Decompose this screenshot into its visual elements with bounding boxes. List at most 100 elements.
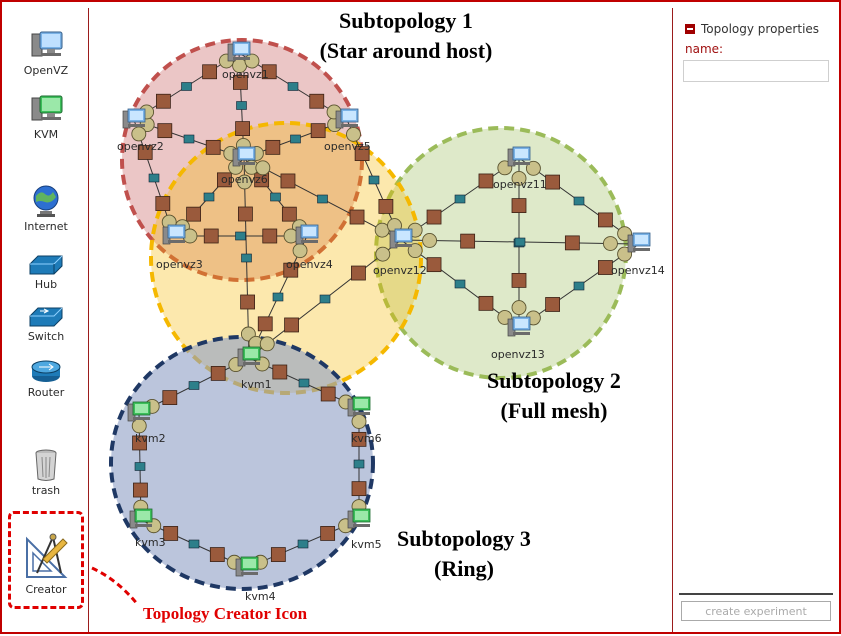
link-port-marker[interactable]	[270, 547, 286, 562]
node-kvm3-kvm-icon[interactable]	[129, 508, 153, 529]
properties-header[interactable]: Topology properties	[685, 22, 819, 36]
link-port-marker[interactable]	[156, 93, 171, 109]
link-port-marker[interactable]	[351, 481, 367, 497]
link-port-marker[interactable]	[235, 121, 251, 136]
link-connector-marker[interactable]	[573, 196, 585, 206]
link-port-marker[interactable]	[310, 123, 326, 139]
node-kvm4-kvm-icon[interactable]	[235, 556, 259, 577]
link-connector-marker[interactable]	[148, 173, 160, 183]
interface-circle[interactable]	[255, 160, 271, 176]
link-connector-marker[interactable]	[134, 462, 146, 471]
topology-canvas[interactable]: openvz1 openvz2 openvz3 openvz4 openvz5 …	[89, 8, 671, 632]
link-port-marker[interactable]	[349, 209, 365, 225]
interface-circle[interactable]	[375, 246, 391, 262]
interface-circle[interactable]	[602, 236, 618, 251]
node-openvz14-openvz-icon[interactable]	[627, 232, 651, 253]
interface-circle[interactable]	[346, 126, 361, 142]
link-connector-marker[interactable]	[183, 134, 195, 144]
link-port-marker[interactable]	[137, 145, 153, 160]
link-port-marker[interactable]	[261, 64, 277, 80]
node-openvz6-openvz-icon[interactable]	[232, 146, 256, 167]
palette-item-openvz[interactable]: OpenVZ	[4, 30, 88, 77]
link-port-marker[interactable]	[426, 209, 442, 225]
palette-item-kvm[interactable]: KVM	[4, 94, 88, 141]
interface-circle[interactable]	[244, 53, 260, 69]
link-port-marker[interactable]	[545, 174, 561, 190]
link-port-marker[interactable]	[351, 431, 367, 447]
link-connector-marker[interactable]	[181, 82, 192, 91]
link-port-marker[interactable]	[284, 317, 299, 333]
link-connector-marker[interactable]	[236, 101, 247, 110]
link-connector-marker[interactable]	[573, 281, 585, 291]
link-port-marker[interactable]	[597, 260, 613, 275]
node-openvz13-openvz-icon[interactable]	[507, 316, 531, 337]
link-port-marker[interactable]	[351, 265, 366, 281]
topology-name-input[interactable]	[683, 60, 829, 82]
node-openvz4-openvz-icon[interactable]	[295, 224, 319, 245]
link-connector-marker[interactable]	[297, 539, 309, 549]
link-port-marker[interactable]	[460, 233, 476, 249]
link-port-marker[interactable]	[203, 228, 219, 244]
interface-circle[interactable]	[511, 170, 527, 186]
palette-item-trash[interactable]: trash	[4, 448, 88, 497]
link-port-marker[interactable]	[354, 146, 370, 162]
node-openvz5-openvz-icon[interactable]	[335, 108, 359, 129]
link-port-marker[interactable]	[237, 206, 253, 222]
link-connector-marker[interactable]	[235, 231, 246, 241]
link-connector-marker[interactable]	[270, 192, 281, 202]
node-openvz2-openvz-icon[interactable]	[122, 108, 146, 129]
link-port-marker[interactable]	[597, 212, 613, 228]
link-connector-marker[interactable]	[203, 192, 215, 202]
interface-circle[interactable]	[131, 126, 147, 142]
link-port-marker[interactable]	[265, 139, 281, 155]
link-port-marker[interactable]	[320, 386, 336, 402]
interface-circle[interactable]	[351, 413, 367, 429]
link-port-marker[interactable]	[205, 139, 221, 155]
link-connector-marker[interactable]	[353, 459, 365, 469]
palette-item-internet[interactable]: Internet	[4, 184, 88, 233]
link-connector-marker[interactable]	[241, 253, 252, 263]
link-connector-marker[interactable]	[454, 194, 466, 204]
node-openvz11-openvz-icon[interactable]	[507, 146, 531, 167]
link-port-marker[interactable]	[511, 198, 527, 214]
node-openvz12-openvz-icon[interactable]	[389, 228, 413, 249]
link-port-marker[interactable]	[155, 196, 171, 211]
palette-item-hub[interactable]: Hub	[4, 254, 88, 291]
link-connector-marker[interactable]	[287, 82, 299, 91]
node-openvz3-openvz-icon[interactable]	[162, 224, 186, 245]
link-port-marker[interactable]	[478, 173, 494, 189]
link-connector-marker[interactable]	[454, 279, 466, 289]
interface-circle[interactable]	[511, 300, 527, 316]
link-port-marker[interactable]	[163, 526, 179, 541]
link-port-marker[interactable]	[309, 93, 325, 109]
interface-circle[interactable]	[292, 243, 308, 259]
link-port-marker[interactable]	[162, 390, 178, 406]
link-port-marker[interactable]	[545, 297, 561, 312]
interface-circle[interactable]	[422, 233, 438, 248]
link-connector-marker[interactable]	[188, 381, 200, 390]
link-port-marker[interactable]	[210, 365, 226, 381]
link-port-marker[interactable]	[320, 526, 336, 541]
link-connector-marker[interactable]	[319, 294, 331, 304]
link-connector-marker[interactable]	[514, 237, 526, 247]
link-port-marker[interactable]	[133, 482, 148, 498]
link-port-marker[interactable]	[132, 435, 147, 451]
link-port-marker[interactable]	[511, 272, 527, 288]
palette-item-router[interactable]: Router	[4, 358, 88, 399]
link-connector-marker[interactable]	[317, 194, 328, 204]
link-port-marker[interactable]	[283, 262, 299, 278]
link-port-marker[interactable]	[186, 206, 201, 222]
node-kvm2-kvm-icon[interactable]	[127, 401, 151, 422]
link-port-marker[interactable]	[281, 206, 297, 222]
link-port-marker[interactable]	[262, 228, 278, 244]
link-port-marker[interactable]	[564, 235, 580, 251]
interface-circle[interactable]	[374, 222, 390, 238]
interface-circle[interactable]	[237, 174, 253, 190]
link-port-marker[interactable]	[257, 316, 273, 332]
link-port-marker[interactable]	[272, 364, 288, 380]
link-port-marker[interactable]	[378, 198, 394, 214]
palette-item-creator[interactable]: Creator	[4, 533, 88, 596]
palette-item-switch[interactable]: Switch	[4, 306, 88, 343]
link-port-marker[interactable]	[280, 173, 296, 189]
interface-circle[interactable]	[259, 336, 275, 352]
